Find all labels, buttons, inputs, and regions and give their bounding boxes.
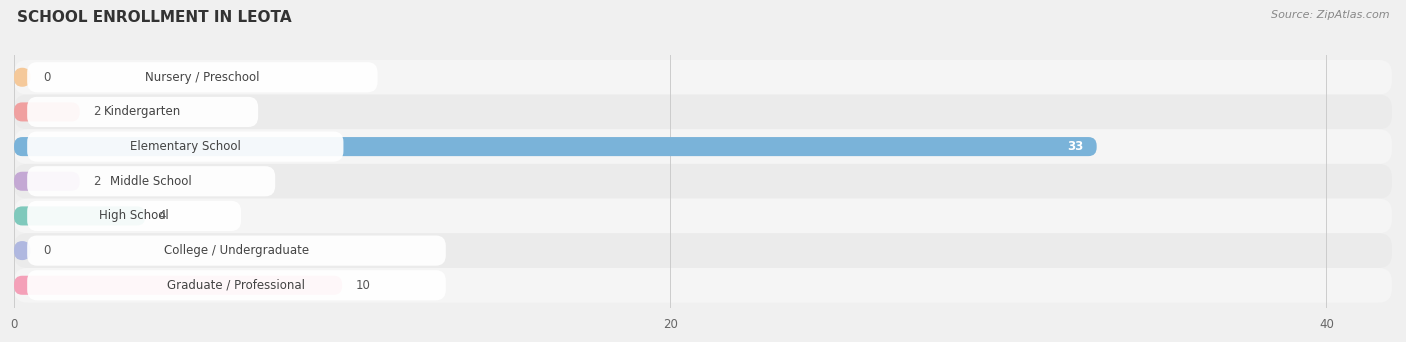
Text: SCHOOL ENROLLMENT IN LEOTA: SCHOOL ENROLLMENT IN LEOTA bbox=[17, 10, 291, 25]
FancyBboxPatch shape bbox=[14, 102, 80, 121]
FancyBboxPatch shape bbox=[14, 199, 1392, 233]
FancyBboxPatch shape bbox=[14, 268, 1392, 303]
FancyBboxPatch shape bbox=[27, 236, 446, 266]
FancyBboxPatch shape bbox=[14, 276, 342, 295]
FancyBboxPatch shape bbox=[27, 62, 378, 92]
FancyBboxPatch shape bbox=[14, 233, 1392, 268]
FancyBboxPatch shape bbox=[27, 132, 343, 162]
Text: High School: High School bbox=[100, 209, 169, 222]
FancyBboxPatch shape bbox=[14, 60, 1392, 95]
Text: 4: 4 bbox=[159, 209, 166, 222]
FancyBboxPatch shape bbox=[27, 166, 276, 196]
FancyBboxPatch shape bbox=[14, 206, 145, 225]
Text: College / Undergraduate: College / Undergraduate bbox=[165, 244, 309, 257]
FancyBboxPatch shape bbox=[27, 270, 446, 300]
Text: 0: 0 bbox=[44, 71, 51, 84]
Text: 33: 33 bbox=[1067, 140, 1084, 153]
Text: 2: 2 bbox=[93, 105, 100, 118]
Text: 2: 2 bbox=[93, 175, 100, 188]
FancyBboxPatch shape bbox=[14, 95, 1392, 129]
Text: Graduate / Professional: Graduate / Professional bbox=[167, 279, 305, 292]
Text: Kindergarten: Kindergarten bbox=[104, 105, 181, 118]
FancyBboxPatch shape bbox=[14, 241, 31, 260]
Text: Middle School: Middle School bbox=[110, 175, 193, 188]
FancyBboxPatch shape bbox=[14, 68, 31, 87]
FancyBboxPatch shape bbox=[14, 137, 1097, 156]
FancyBboxPatch shape bbox=[14, 172, 80, 191]
Text: 10: 10 bbox=[356, 279, 370, 292]
Text: Elementary School: Elementary School bbox=[129, 140, 240, 153]
FancyBboxPatch shape bbox=[27, 97, 259, 127]
FancyBboxPatch shape bbox=[27, 201, 240, 231]
Text: 0: 0 bbox=[44, 244, 51, 257]
FancyBboxPatch shape bbox=[14, 129, 1392, 164]
FancyBboxPatch shape bbox=[14, 164, 1392, 199]
Text: Source: ZipAtlas.com: Source: ZipAtlas.com bbox=[1271, 10, 1389, 20]
Text: Nursery / Preschool: Nursery / Preschool bbox=[145, 71, 260, 84]
